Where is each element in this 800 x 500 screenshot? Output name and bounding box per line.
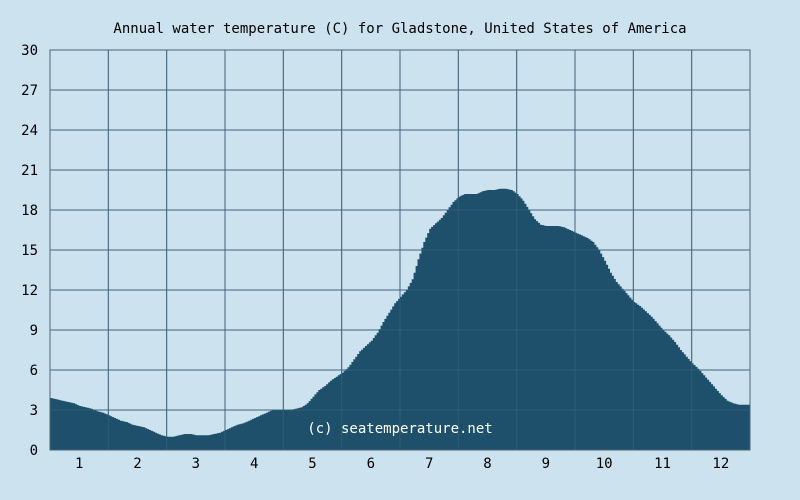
x-tick-label: 6	[367, 456, 375, 472]
y-tick-label: 27	[21, 83, 38, 99]
y-tick-label: 0	[30, 443, 38, 459]
x-tick-label: 11	[654, 456, 671, 472]
y-tick-label: 18	[21, 203, 38, 219]
y-tick-label: 9	[30, 323, 38, 339]
y-tick-label: 12	[21, 283, 38, 299]
y-tick-label: 24	[21, 123, 38, 139]
chart-title: Annual water temperature (C) for Gladsto…	[113, 21, 686, 37]
x-axis-ticks: 1 2 3 4 5 6 7 8 9 10 11 12	[75, 456, 729, 472]
watermark: (c) seatemperature.net	[307, 421, 492, 437]
y-tick-label: 15	[21, 243, 38, 259]
x-tick-label: 8	[483, 456, 491, 472]
y-tick-label: 30	[21, 43, 38, 59]
plot-frame	[49, 49, 751, 451]
y-tick-label: 3	[30, 403, 38, 419]
y-tick-label: 21	[21, 163, 38, 179]
x-tick-label: 3	[192, 456, 200, 472]
x-tick-label: 5	[308, 456, 316, 472]
x-tick-label: 4	[250, 456, 258, 472]
x-tick-label: 9	[542, 456, 550, 472]
y-tick-label: 6	[30, 363, 38, 379]
x-tick-label: 1	[75, 456, 83, 472]
y-axis-ticks: 0 3 6 9 12 15 18 21 24 27 30	[21, 43, 38, 459]
x-tick-label: 2	[133, 456, 141, 472]
x-tick-label: 7	[425, 456, 433, 472]
x-tick-label: 12	[712, 456, 729, 472]
x-tick-label: 10	[596, 456, 613, 472]
